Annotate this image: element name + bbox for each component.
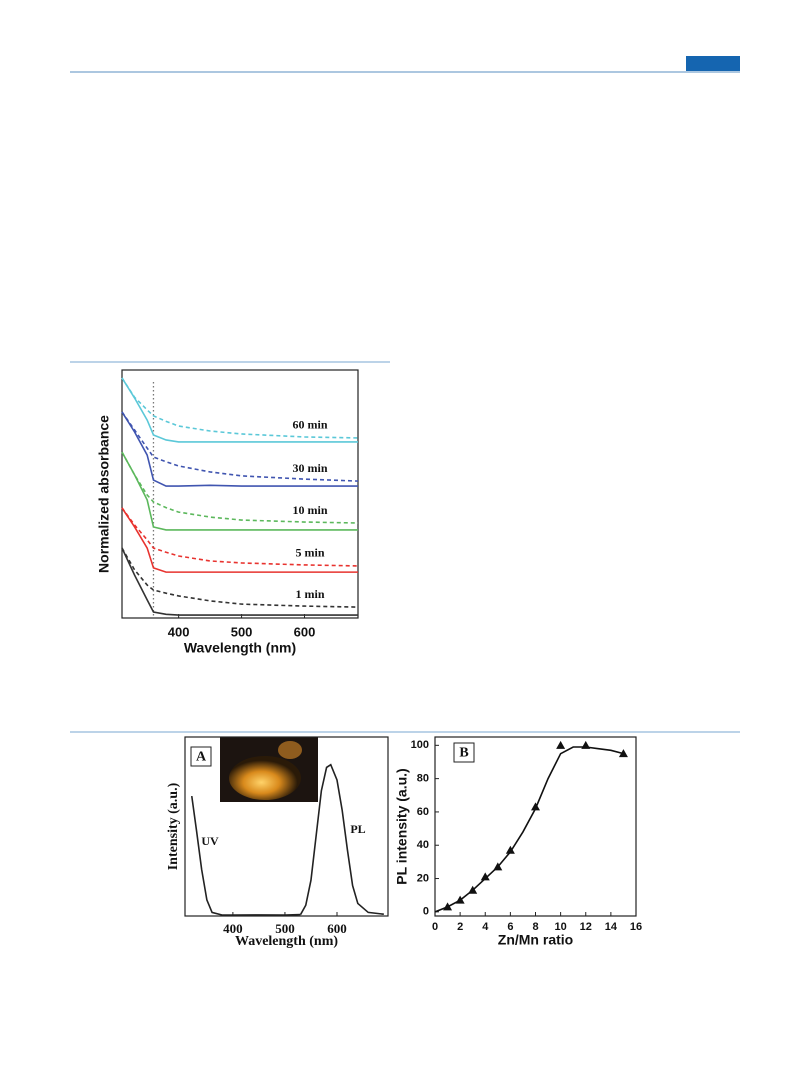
series-line [121, 547, 358, 616]
data-point [505, 845, 515, 854]
y-tick-label: 20 [417, 872, 429, 884]
x-tick-label: 600 [294, 624, 316, 639]
data-point [443, 902, 453, 911]
series-label: UV [201, 834, 219, 848]
series-dashed-line [121, 411, 359, 482]
plot-frame [184, 736, 389, 917]
series-line [121, 411, 358, 487]
x-axis-label: Zn/Mn ratio [498, 932, 573, 948]
data-point [618, 749, 628, 758]
y-axis-label: PL intensity (a.u.) [394, 768, 410, 884]
y-tick-label: 60 [417, 806, 429, 818]
series-dashed-line [121, 451, 359, 524]
data-point [531, 802, 540, 811]
series-line [190, 795, 301, 916]
data-point [581, 740, 591, 749]
data-point [480, 872, 490, 881]
x-tick-label: 500 [231, 624, 253, 639]
plot-frame [121, 369, 359, 619]
series-dashed-line [121, 377, 359, 439]
y-axis-label: Normalized absorbance [96, 415, 112, 573]
x-axis-label: Wavelength (nm) [184, 640, 296, 656]
panel-box [190, 746, 212, 767]
x-tick-label: 0 [432, 921, 438, 933]
series-dashed-line [121, 507, 359, 567]
x-axis-label: Wavelength (nm) [235, 934, 338, 949]
series-label: 1 min [295, 587, 324, 601]
x-tick-label: 400 [168, 624, 190, 639]
y-tick-label: 80 [417, 773, 429, 785]
data-point [468, 885, 478, 894]
x-tick-label: 400 [223, 921, 243, 936]
y-tick-label: 0 [423, 906, 429, 918]
panel-label: A [196, 750, 207, 765]
x-tick-label: 2 [457, 921, 463, 933]
series-line [121, 507, 358, 573]
series-dashed-line [121, 547, 359, 608]
series-line [299, 763, 384, 916]
series-label: 5 min [295, 546, 324, 560]
x-tick-label: 600 [327, 921, 347, 936]
series-label: 60 min [292, 418, 327, 432]
series-label: PL [350, 822, 365, 836]
panel-box [453, 742, 475, 763]
x-tick-label: 16 [630, 921, 642, 933]
panel-label: B [459, 746, 468, 761]
data-point [493, 862, 503, 871]
y-tick-label: 100 [411, 739, 429, 751]
x-tick-label: 500 [275, 921, 295, 936]
x-tick-label: 14 [605, 921, 618, 933]
y-axis-label: Intensity (a.u.) [166, 782, 181, 870]
series-label: 30 min [292, 461, 327, 475]
y-tick-label: 40 [417, 839, 429, 851]
x-tick-label: 4 [482, 921, 489, 933]
data-point [556, 740, 566, 749]
data-point [455, 895, 465, 904]
inset-photo [220, 737, 318, 802]
fit-line [434, 746, 624, 913]
x-tick-label: 8 [532, 921, 538, 933]
x-tick-label: 10 [555, 921, 567, 933]
x-tick-label: 12 [580, 921, 592, 933]
series-line [121, 451, 358, 531]
x-tick-label: 6 [507, 921, 513, 933]
header-tab [686, 56, 740, 71]
series-line [121, 377, 358, 443]
series-label: 10 min [292, 503, 327, 517]
plot-frame [434, 736, 637, 917]
